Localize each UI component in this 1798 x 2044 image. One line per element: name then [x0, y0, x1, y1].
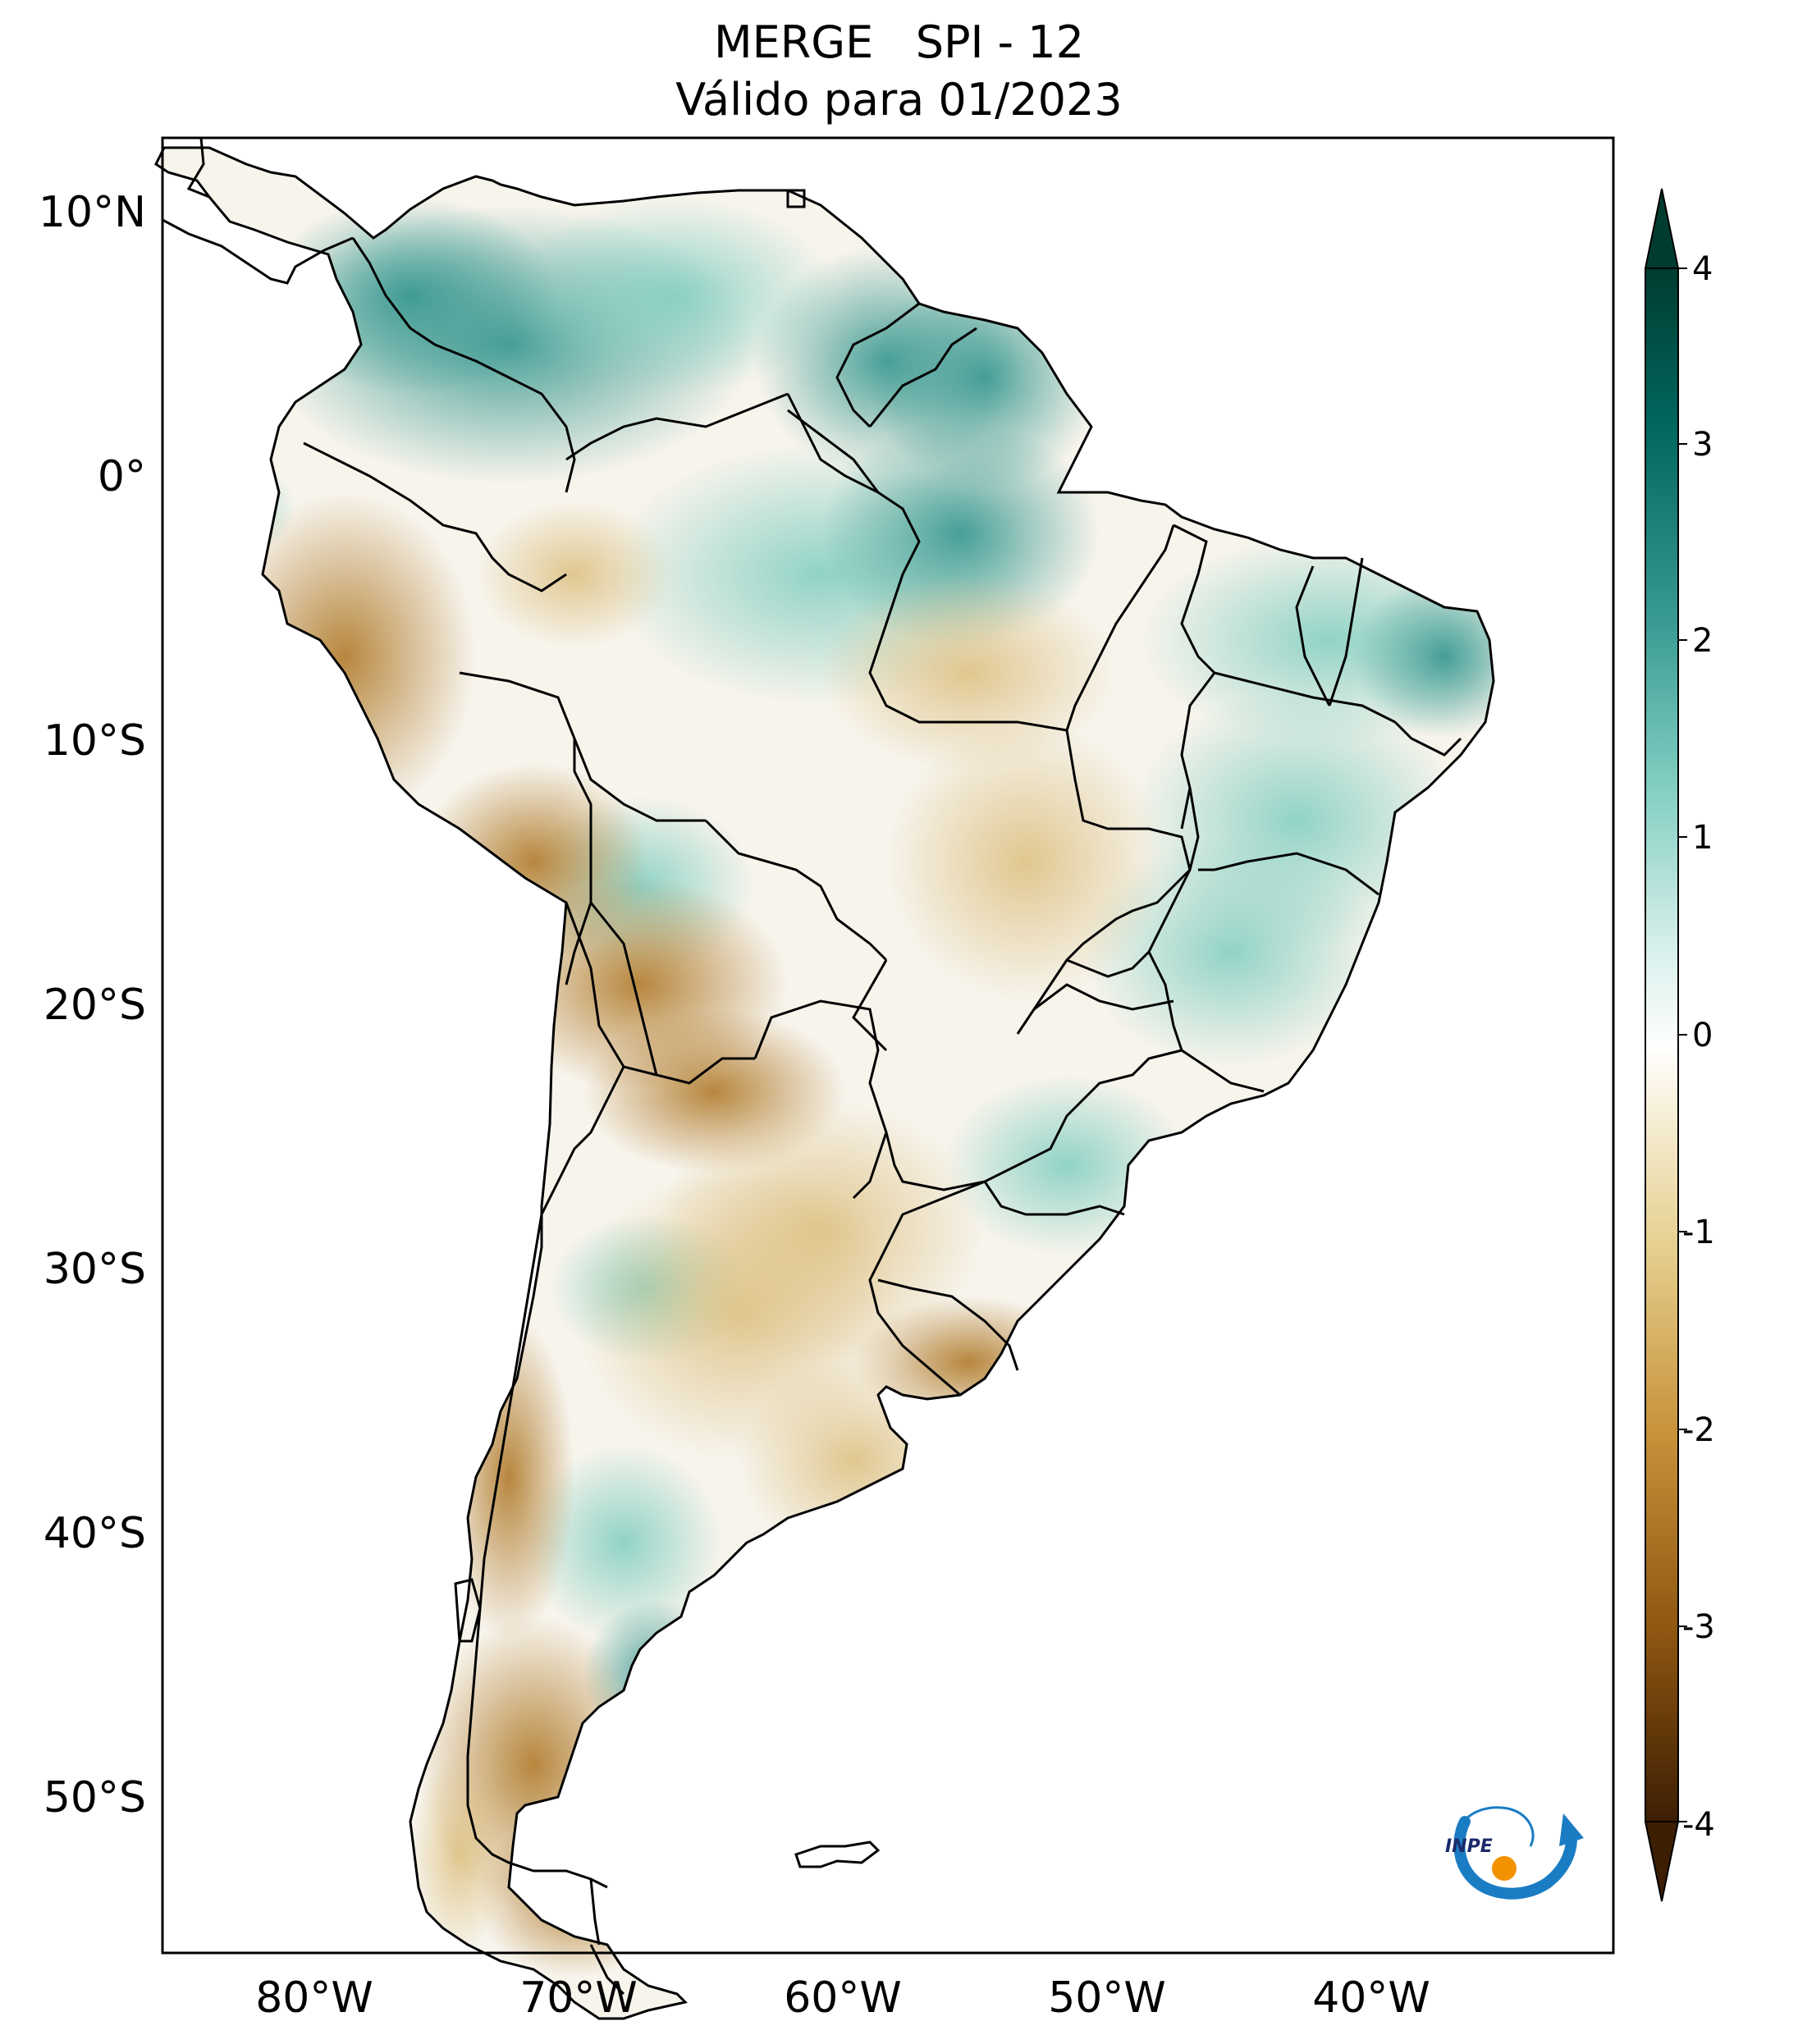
colorbar-tick-label: 4	[1692, 250, 1713, 288]
lat-tick-label: 10°N	[39, 188, 146, 237]
colorbar-tick-label: -1	[1682, 1214, 1715, 1251]
colorbar: 4 3 2 1 0 -1 -2 -3 -4	[1644, 188, 1715, 1902]
lat-tick-label: 10°S	[43, 716, 146, 766]
lat-axis: 10°N 0° 10°S 20°S 30°S 40°S 50°S	[39, 188, 146, 1822]
lon-tick-label: 50°W	[1048, 1973, 1166, 2023]
colorbar-tick-label: 0	[1692, 1017, 1713, 1054]
plot-frame	[161, 136, 1615, 1955]
lat-tick-label: 20°S	[43, 981, 146, 1030]
lon-axis: 80°W 70°W 60°W 50°W 40°W	[255, 1973, 1430, 2023]
lat-tick-label: 50°S	[43, 1773, 146, 1822]
map-title: MERGE SPI - 12	[714, 16, 1084, 68]
lon-tick-label: 80°W	[255, 1973, 373, 2023]
colorbar-tick-label: 2	[1692, 622, 1713, 660]
colorbar-tick-label: -2	[1682, 1411, 1715, 1449]
lon-tick-label: 70°W	[519, 1973, 638, 2023]
logo-text: INPE	[1445, 1836, 1493, 1857]
lat-tick-label: 40°S	[43, 1509, 146, 1558]
lat-tick-label: 30°S	[43, 1245, 146, 1294]
colorbar-tick-label: 3	[1692, 426, 1713, 464]
lon-tick-label: 40°W	[1312, 1973, 1430, 2023]
lon-tick-label: 60°W	[784, 1973, 902, 2023]
coastline-borders	[154, 137, 1495, 2020]
inpe-logo: INPE	[1445, 1806, 1584, 1900]
colorbar-tick-label: 1	[1692, 819, 1713, 857]
colorbar-tick-label: -3	[1682, 1608, 1715, 1646]
map-subtitle: Válido para 01/2023	[675, 74, 1123, 126]
colorbar-tick-label: -4	[1682, 1806, 1715, 1844]
lat-tick-label: 0°	[98, 452, 146, 501]
